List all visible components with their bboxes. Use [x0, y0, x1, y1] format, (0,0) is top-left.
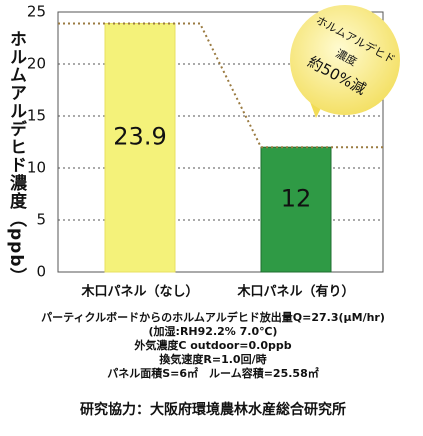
y-axis-label: ホルムアルデヒド濃度（ppb）	[6, 30, 27, 286]
note: 換気速度R=1.0回/時	[159, 352, 266, 366]
note: 外気濃度C outdoor=0.0ppb	[133, 338, 291, 352]
y-tick-label: 25	[27, 3, 46, 21]
value-label: 23.9	[113, 123, 166, 151]
note: パネル面積S=6㎡ ルーム容積=25.58㎡	[107, 366, 318, 380]
note: (加湿:RH92.2% 7.0℃)	[149, 324, 278, 338]
connector	[58, 22, 383, 149]
bar	[260, 146, 332, 273]
x-tick-label: 木口パネル（なし）	[80, 284, 198, 300]
credit: 研究協力：大阪府環境農林水産総合研究所	[80, 401, 346, 418]
bar	[104, 22, 176, 273]
y-tick-label: 20	[27, 55, 46, 73]
y-tick-label: 15	[27, 107, 46, 125]
y-tick-label: 10	[27, 159, 46, 177]
x-tick-label: 木口パネル（有り）	[236, 284, 354, 300]
value-label: 12	[281, 185, 312, 213]
note: パーティクルボードからのホルムアルデヒド放出量Q=27.3(μM/hr)	[41, 310, 385, 324]
bubble	[290, 5, 400, 115]
y-tick-label: 0	[36, 263, 46, 281]
y-tick-label: 5	[36, 211, 46, 229]
